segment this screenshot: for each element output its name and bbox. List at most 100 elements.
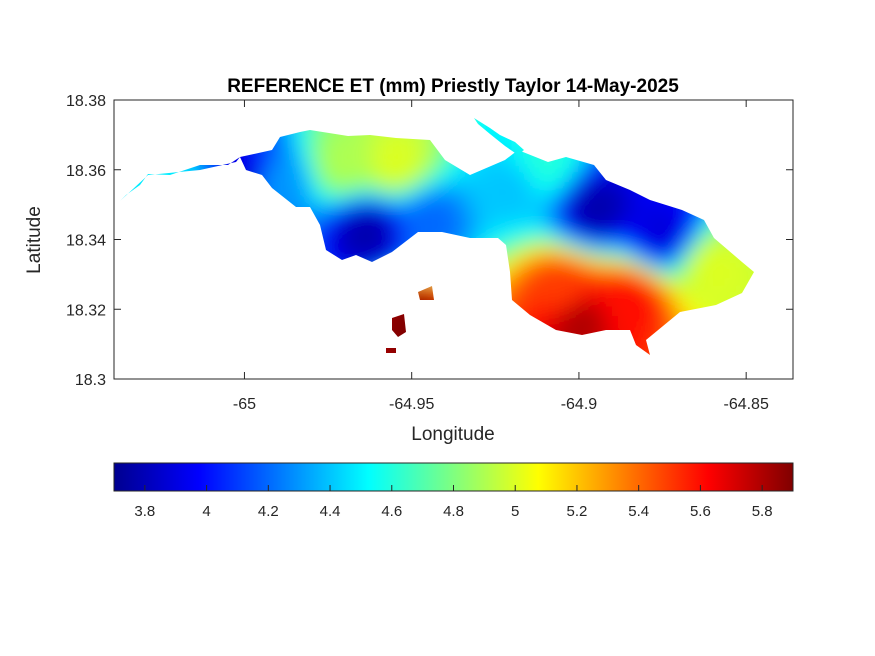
field-cell: [336, 178, 343, 185]
field-cell: [726, 268, 733, 275]
field-cell: [636, 316, 643, 323]
field-cell: [276, 142, 283, 149]
field-cell: [642, 202, 649, 209]
field-cell: [684, 292, 691, 299]
field-cell: [570, 226, 577, 233]
field-cell: [474, 220, 481, 227]
field-cell: [576, 262, 583, 269]
field-cell: [510, 178, 517, 185]
field-cell: [564, 250, 571, 257]
field-cell: [684, 256, 691, 263]
field-cell: [546, 232, 553, 239]
field-cell: [396, 178, 403, 185]
field-cell: [444, 196, 451, 203]
field-cell: [498, 208, 505, 215]
field-cell: [594, 172, 601, 179]
field-cell: [534, 304, 541, 311]
field-cell: [390, 154, 397, 161]
field-cell: [684, 274, 691, 281]
field-cell: [504, 232, 511, 239]
field-cell: [432, 220, 439, 227]
field-cell: [564, 238, 571, 245]
field-cell: [588, 220, 595, 227]
field-cell: [594, 190, 601, 197]
field-cell: [534, 292, 541, 299]
field-cell: [348, 184, 355, 191]
field-cell: [498, 184, 505, 191]
field-cell: [546, 226, 553, 233]
field-cell: [276, 190, 283, 197]
field-cell: [462, 184, 469, 191]
field-cell: [450, 178, 457, 185]
field-cell: [402, 220, 409, 227]
field-cell: [540, 280, 547, 287]
field-cell: [390, 238, 397, 245]
field-cell: [672, 286, 679, 293]
field-cell: [408, 160, 415, 167]
field-cell: [372, 154, 379, 161]
field-cell: [408, 142, 415, 149]
field-cell: [714, 274, 721, 281]
field-cell: [564, 262, 571, 269]
field-cell: [660, 280, 667, 287]
field-cell: [438, 190, 445, 197]
field-cell: [714, 256, 721, 263]
field-cell: [594, 196, 601, 203]
field-cell: [300, 172, 307, 179]
field-cell: [504, 142, 511, 149]
field-cell: [354, 154, 361, 161]
field-cell: [408, 196, 415, 203]
field-cell: [546, 292, 553, 299]
field-cell: [408, 202, 415, 209]
field-cell: [672, 220, 679, 227]
field-cell: [378, 166, 385, 173]
field-cell: [282, 160, 289, 167]
field-cell: [582, 274, 589, 281]
field-cell: [564, 202, 571, 209]
field-cell: [336, 148, 343, 155]
field-cell: [306, 148, 313, 155]
field-cell: [330, 142, 337, 149]
field-cell: [390, 214, 397, 221]
field-cell: [378, 142, 385, 149]
field-cell: [594, 304, 601, 311]
field-cell: [648, 316, 655, 323]
field-cell: [522, 154, 529, 161]
field-cell: [516, 160, 523, 167]
field-cell: [522, 304, 529, 311]
field-cell: [588, 244, 595, 251]
field-cell: [600, 280, 607, 287]
field-cell: [504, 184, 511, 191]
field-cell: [504, 160, 511, 167]
field-cell: [708, 256, 715, 263]
field-cell: [672, 238, 679, 245]
field-cell: [588, 196, 595, 203]
field-cell: [576, 172, 583, 179]
field-cell: [282, 142, 289, 149]
field-cell: [468, 208, 475, 215]
field-cell: [468, 184, 475, 191]
field-cell: [522, 226, 529, 233]
field-cell: [144, 172, 151, 179]
field-cell: [672, 280, 679, 287]
field-cell: [594, 310, 601, 317]
field-cell: [390, 184, 397, 191]
field-cell: [516, 214, 523, 221]
field-cell: [744, 280, 751, 287]
field-cell: [378, 172, 385, 179]
field-cell: [366, 196, 373, 203]
field-cell: [438, 196, 445, 203]
field-cell: [552, 280, 559, 287]
field-cell: [576, 214, 583, 221]
field-cell: [342, 238, 349, 245]
field-cell: [540, 232, 547, 239]
field-cell: [438, 202, 445, 209]
field-cell: [456, 190, 463, 197]
field-cell: [450, 196, 457, 203]
field-cell: [630, 238, 637, 245]
field-cell: [510, 208, 517, 215]
field-cell: [588, 232, 595, 239]
field-cell: [360, 142, 367, 149]
field-cell: [300, 202, 307, 209]
field-cell: [558, 292, 565, 299]
